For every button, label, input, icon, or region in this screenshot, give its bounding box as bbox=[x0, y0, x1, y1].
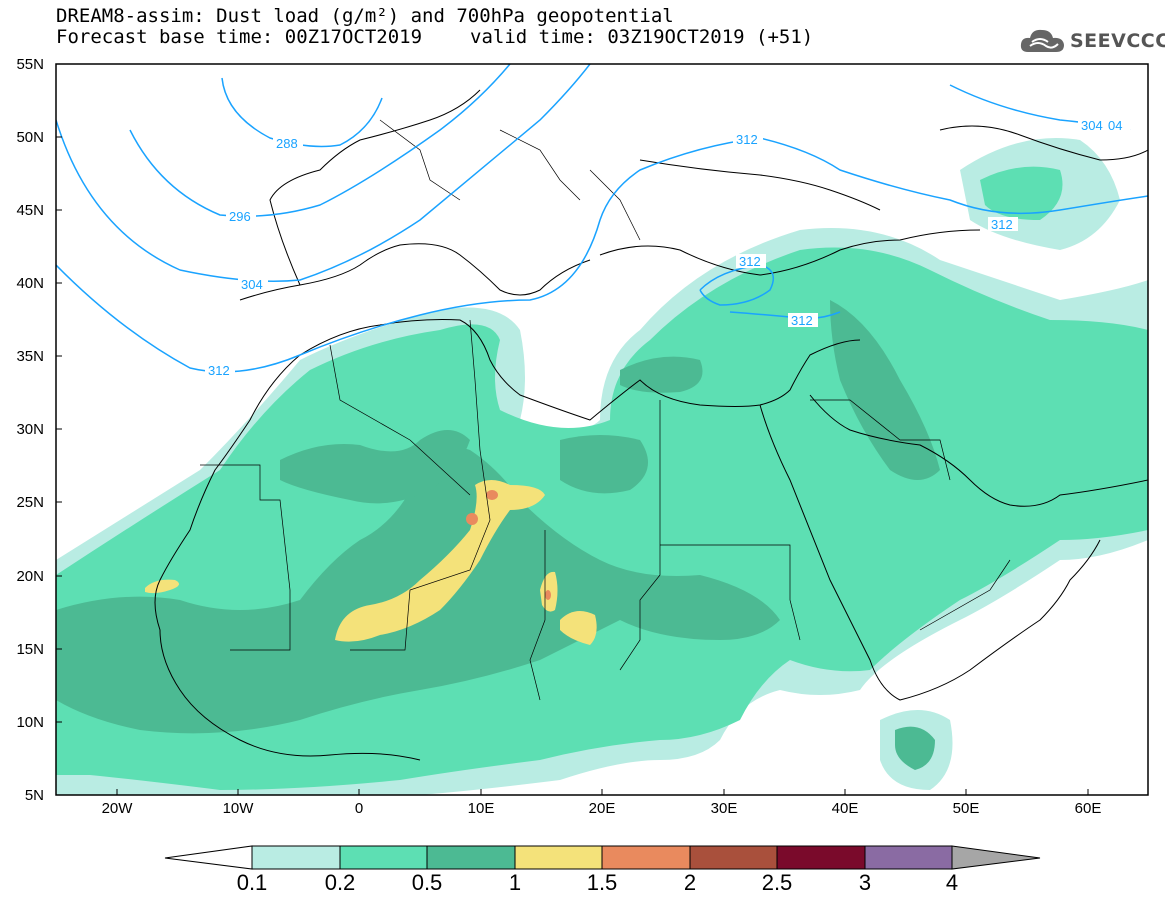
dust-region-0.5-horn bbox=[895, 726, 935, 770]
lon-label: 10E bbox=[467, 800, 495, 817]
colorbar-swatch-2 bbox=[689, 845, 778, 870]
colorbar-label: 3 bbox=[858, 870, 872, 895]
lon-label: 20E bbox=[588, 800, 616, 817]
lat-label: 55N bbox=[16, 56, 44, 73]
lon-label: 40E bbox=[831, 800, 859, 817]
colorbar-label: 1.5 bbox=[586, 870, 618, 895]
colorbar-swatch-3 bbox=[864, 845, 953, 870]
dust-region-1.5-a bbox=[486, 490, 498, 500]
svg-text:304: 304 bbox=[241, 277, 263, 292]
forecast-base-time: Forecast base time: 00Z17OCT2019 bbox=[56, 26, 423, 48]
svg-text:312: 312 bbox=[791, 313, 813, 328]
colorbar bbox=[164, 845, 1041, 870]
colorbar-swatch-2.5 bbox=[776, 845, 866, 870]
colorbar-min-arrow bbox=[164, 845, 253, 870]
colorbar-swatch-1 bbox=[514, 845, 603, 870]
lat-label: 45N bbox=[16, 202, 44, 219]
colorbar-label: 2 bbox=[683, 870, 697, 895]
lat-label: 40N bbox=[16, 275, 44, 292]
contour-labels: 288 296 304 312 312 312 312 312 304 04 bbox=[205, 118, 1130, 378]
lat-label: 50N bbox=[16, 129, 44, 146]
map-title: DREAM8-assim: Dust load (g/m²) and 700hP… bbox=[56, 5, 674, 27]
lat-label: 20N bbox=[16, 568, 44, 585]
lat-label: 5N bbox=[24, 787, 44, 804]
dust-region-0.5-east-med bbox=[620, 356, 703, 393]
colorbar-label: 1 bbox=[508, 870, 522, 895]
svg-text:312: 312 bbox=[736, 132, 758, 147]
dust-region-1.5-c bbox=[545, 590, 551, 600]
colorbar-label: 0.5 bbox=[411, 870, 443, 895]
axis-ticks bbox=[56, 63, 1089, 795]
lat-label: 15N bbox=[16, 641, 44, 658]
dust-region-1-chad-south bbox=[560, 611, 597, 645]
lon-label: 10W bbox=[222, 800, 254, 817]
cloud-logo-icon bbox=[1020, 29, 1064, 52]
lat-label: 30N bbox=[16, 421, 44, 438]
colorbar-swatch-0.1 bbox=[251, 845, 341, 870]
colorbar-swatch-0.2 bbox=[339, 845, 428, 870]
lat-label: 35N bbox=[16, 348, 44, 365]
coastlines bbox=[154, 89, 1148, 761]
dust-region-0.5-libya bbox=[560, 435, 648, 494]
dust-region-1-central bbox=[335, 480, 545, 642]
svg-text:288: 288 bbox=[276, 136, 298, 151]
lat-label: 25N bbox=[16, 494, 44, 511]
map-title-block: DREAM8-assim: Dust load (g/m²) and 700hP… bbox=[56, 6, 813, 48]
seevccc-logo: SEEVCCC bbox=[1018, 24, 1165, 58]
lon-label: 60E bbox=[1074, 800, 1102, 817]
svg-text:04: 04 bbox=[1108, 118, 1122, 133]
logo-text: SEEVCCC bbox=[1070, 30, 1165, 52]
dust-region-0.5-arabia bbox=[830, 300, 940, 480]
lon-label: 20W bbox=[101, 800, 133, 817]
colorbar-swatch-1.5 bbox=[601, 845, 691, 870]
colorbar-max-arrow bbox=[951, 845, 1041, 870]
dust-region-1-mauritania bbox=[145, 579, 179, 594]
lon-label: 30E bbox=[710, 800, 738, 817]
dust-region-0.5-algeria bbox=[280, 430, 470, 504]
colorbar-label: 0.2 bbox=[324, 870, 356, 895]
colorbar-swatch-0.5 bbox=[426, 845, 516, 870]
valid-time: valid time: 03Z19OCT2019 (+51) bbox=[470, 26, 814, 48]
svg-text:312: 312 bbox=[739, 254, 761, 269]
dust-region-1.5-b bbox=[466, 513, 478, 525]
dust-region-0.2-caspian bbox=[980, 166, 1063, 220]
svg-text:312: 312 bbox=[991, 217, 1013, 232]
lat-label: 10N bbox=[16, 714, 44, 731]
colorbar-label: 4 bbox=[945, 870, 959, 895]
colorbar-label: 0.1 bbox=[236, 870, 268, 895]
svg-text:304: 304 bbox=[1081, 118, 1103, 133]
svg-text:296: 296 bbox=[229, 209, 251, 224]
borders bbox=[200, 119, 1011, 701]
colorbar-label: 2.5 bbox=[761, 870, 793, 895]
lon-label: 50E bbox=[952, 800, 980, 817]
svg-text:312: 312 bbox=[208, 363, 230, 378]
lon-label: 0 bbox=[354, 800, 364, 817]
